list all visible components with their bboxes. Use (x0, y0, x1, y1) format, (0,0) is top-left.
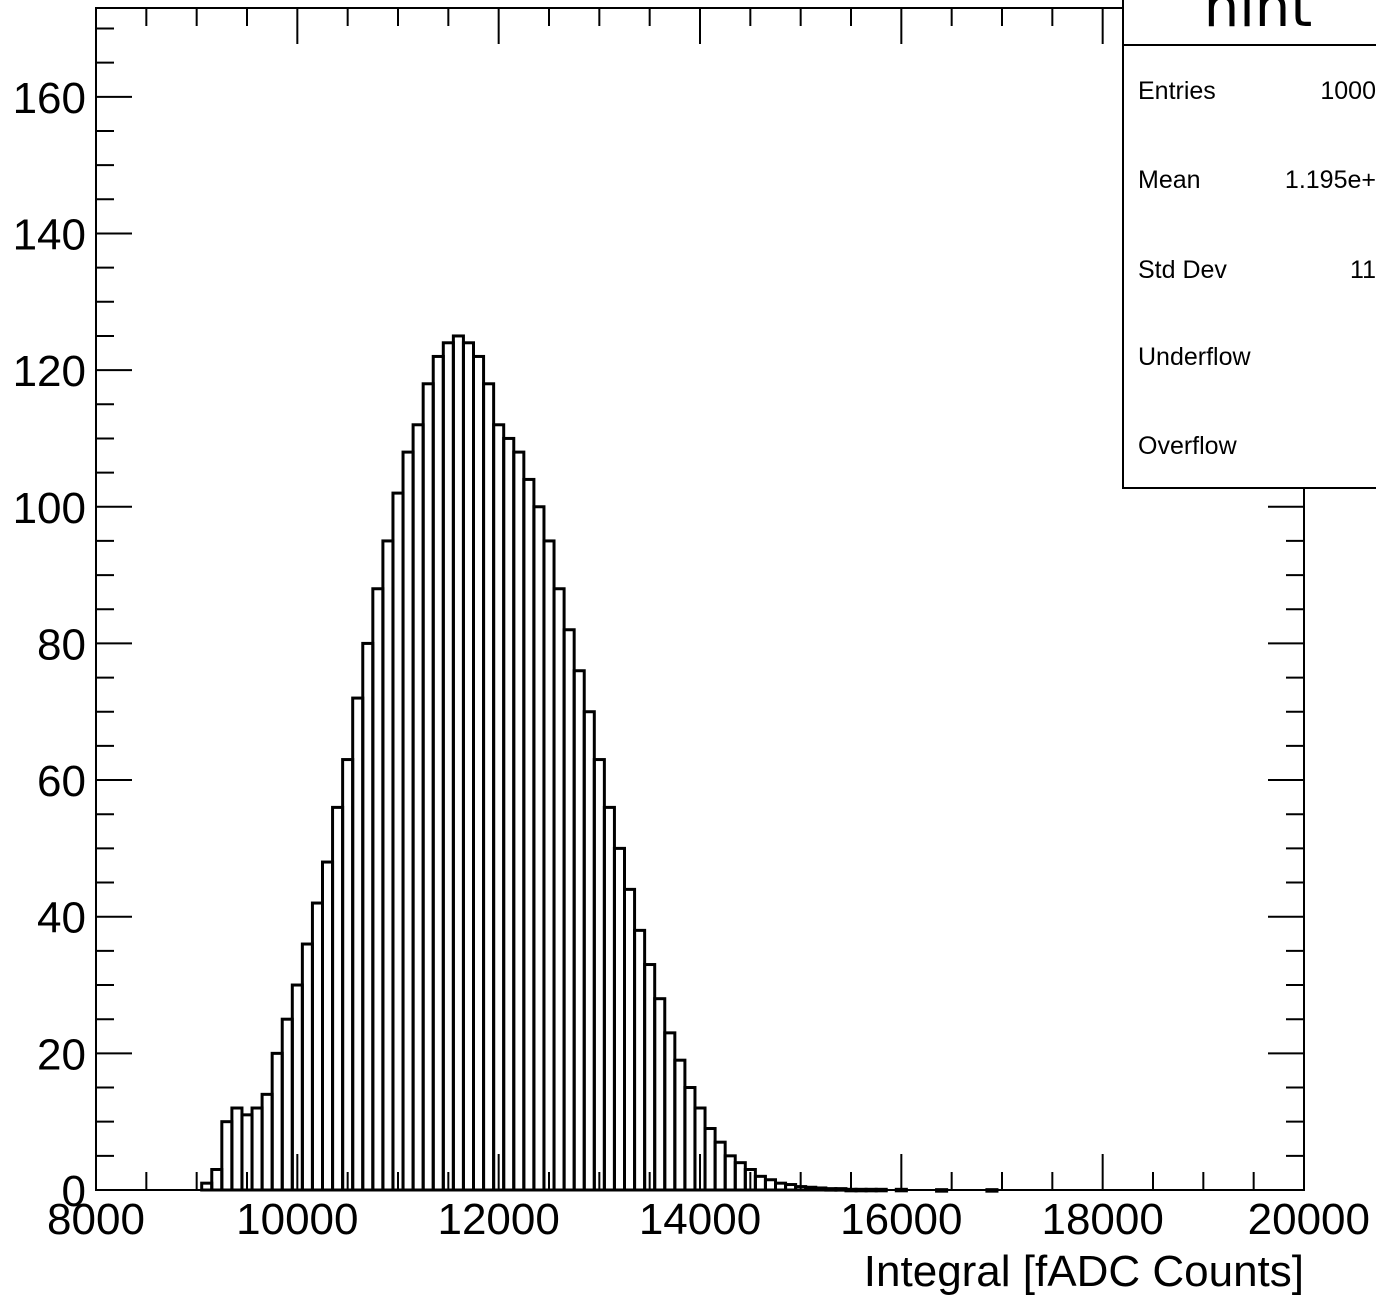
histogram-bin (250, 1106, 264, 1192)
histogram-bin (270, 1051, 284, 1192)
stats-row-value: 11 (1350, 256, 1376, 284)
histogram-series (200, 334, 999, 1193)
histogram-bin (663, 1031, 677, 1192)
stats-row-value: 1.195e+ (1285, 166, 1376, 194)
histogram-bin (341, 758, 355, 1192)
y-tick-label: 0 (62, 1167, 86, 1216)
histogram-bin (683, 1086, 697, 1192)
histogram-bin (331, 805, 345, 1192)
stats-rows: Entries 1000 Mean 1.195e+ Std Dev 11 Underflow… (1138, 77, 1376, 460)
histogram-bin (643, 963, 657, 1192)
histogram-bin (421, 382, 435, 1192)
stats-row-value: 1000 (1320, 77, 1376, 105)
y-tick-label: 120 (13, 347, 86, 396)
x-tick-label: 14000 (639, 1195, 761, 1244)
y-tick-label: 40 (37, 894, 86, 943)
histogram-bin (431, 354, 445, 1192)
histogram-bin (713, 1140, 727, 1192)
histogram-bin (542, 539, 556, 1192)
histogram-bin (482, 382, 496, 1192)
histogram-bin (502, 436, 516, 1192)
histogram-bin (361, 641, 375, 1192)
histogram-bin (774, 1181, 788, 1192)
x-tick-label: 20000 (1248, 1195, 1370, 1244)
histogram-bin (280, 1017, 294, 1192)
y-tick-label: 160 (13, 74, 86, 123)
y-tick-label: 60 (37, 757, 86, 806)
stats-row-label: Entries (1138, 77, 1216, 105)
histogram-bin (633, 928, 647, 1192)
histogram-bin (461, 341, 475, 1192)
x-axis-label: Integral [fADC Counts] (864, 1247, 1304, 1296)
histogram-bin (582, 710, 596, 1192)
histogram-bin (351, 696, 365, 1192)
histogram-bin (733, 1161, 747, 1192)
y-tick-label: 80 (37, 620, 86, 669)
histogram-bin (562, 628, 576, 1192)
histogram-bin (472, 354, 486, 1192)
stats-box: hint Entries 1000 Mean 1.195e+ Std Dev 11 Unde… (1122, 0, 1376, 489)
histogram-bin (310, 901, 324, 1192)
histogram-bin (451, 334, 465, 1192)
histogram-bin (492, 423, 506, 1192)
y-tick-label: 140 (13, 210, 86, 259)
histogram-bin (653, 997, 667, 1192)
stats-row-label: Std Dev (1138, 256, 1227, 284)
histogram-bin (703, 1127, 717, 1192)
histogram-bin (381, 539, 395, 1192)
histogram-bin (411, 423, 425, 1192)
histogram-bin (321, 860, 335, 1192)
histogram-bin (512, 450, 526, 1192)
x-tick-label: 8000 (47, 1195, 145, 1244)
histogram-bin (552, 587, 566, 1192)
histogram-bin (441, 341, 455, 1192)
x-tick-label: 16000 (840, 1195, 962, 1244)
histogram-bin (210, 1168, 224, 1192)
histogram-bin (623, 887, 637, 1192)
histogram-bin (602, 805, 616, 1192)
x-tick-label: 12000 (437, 1195, 559, 1244)
stats-row-label: Mean (1138, 166, 1201, 194)
stats-title: hint (1204, 0, 1313, 40)
histogram-bin (522, 477, 536, 1192)
histogram-bin (592, 758, 606, 1192)
histogram-bin (220, 1120, 234, 1192)
histogram-bin (753, 1174, 767, 1192)
y-tick-label: 20 (37, 1030, 86, 1079)
stats-row-label: Overflow (1138, 432, 1238, 460)
tick-labels: 8000 10000 12000 14000 16000 18000 20000 0 20 40 6… (13, 74, 1370, 1244)
histogram-bin (723, 1154, 737, 1192)
histogram-bin (673, 1058, 687, 1192)
histogram-bin (260, 1092, 274, 1192)
stats-row-label: Underflow (1138, 343, 1251, 371)
histogram-bin (391, 491, 405, 1192)
histogram-bin (572, 669, 586, 1192)
histogram-bin (200, 1181, 214, 1192)
x-tick-label: 10000 (236, 1195, 358, 1244)
histogram-bin (612, 846, 627, 1192)
histogram-bin (401, 450, 415, 1192)
histogram-bin (763, 1178, 778, 1192)
histogram-bin (532, 505, 546, 1192)
x-tick-label: 18000 (1041, 1195, 1163, 1244)
stats-box-frame (1122, 0, 1376, 489)
histogram-bin (300, 942, 314, 1192)
histogram-bin (230, 1106, 244, 1192)
y-tick-label: 100 (13, 484, 86, 533)
histogram-bin (371, 587, 385, 1192)
